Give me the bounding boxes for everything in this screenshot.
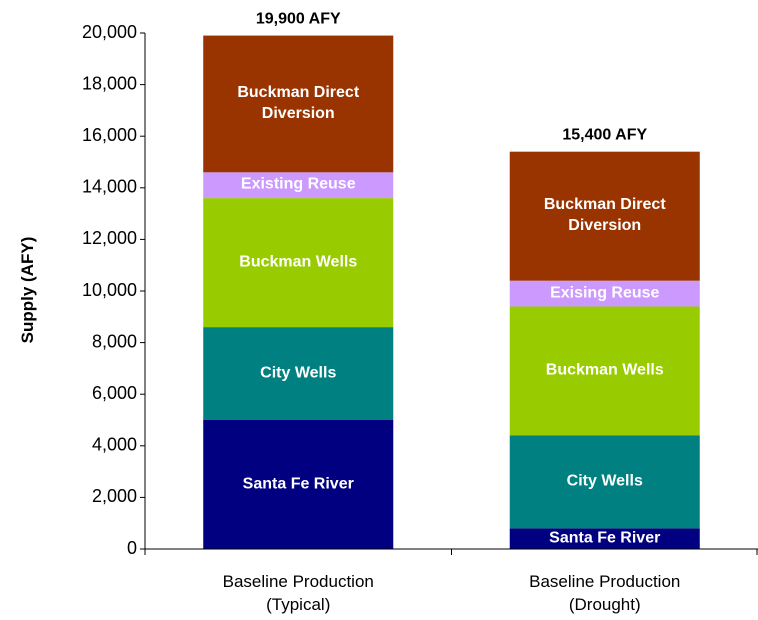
segment-label: Buckman Direct Diversion <box>237 84 360 122</box>
y-tick-label: 0 <box>127 538 137 558</box>
segment-label: Santa Fe River <box>242 475 354 493</box>
total-label: 19,900 AFY <box>255 10 341 28</box>
bar-segment <box>509 306 700 436</box>
segment-label: Exising Reuse <box>550 284 660 302</box>
y-tick-label: 20,000 <box>82 22 137 42</box>
segment-label: City Wells <box>566 472 643 490</box>
bar-segment <box>509 435 700 529</box>
y-tick-label: 14,000 <box>82 177 137 197</box>
total-label: 15,400 AFY <box>562 126 648 144</box>
y-tick-label: 12,000 <box>82 228 137 248</box>
bar-segment <box>509 280 700 307</box>
bar-segment <box>509 528 700 549</box>
y-tick-label: 6,000 <box>92 383 137 403</box>
bar-segment <box>203 172 394 199</box>
segment-label: Santa Fe River <box>549 529 661 547</box>
bar-segment <box>203 420 394 549</box>
y-axis-label: Supply (AFY) <box>17 236 37 344</box>
y-tick-label: 8,000 <box>92 331 137 351</box>
bar-segment <box>203 327 394 420</box>
x-tick-label: Baseline Production (Typical) <box>222 572 374 614</box>
bar-segment <box>203 198 394 328</box>
x-tick-label: Baseline Production (Drought) <box>529 572 681 614</box>
segment-label: Buckman Direct Diversion <box>543 196 666 235</box>
segment-label: Buckman Wells <box>545 361 664 379</box>
bar-segment <box>203 35 394 173</box>
y-tick-label: 4,000 <box>92 435 137 455</box>
segment-label: City Wells <box>260 364 337 382</box>
segment-label: Existing Reuse <box>240 175 356 193</box>
y-tick-label: 16,000 <box>82 125 137 145</box>
y-tick-label: 2,000 <box>92 486 137 506</box>
y-tick-label: 10,000 <box>82 280 137 300</box>
bar-segment <box>509 151 700 281</box>
segment-label: Buckman Wells <box>239 253 358 271</box>
y-tick-label: 18,000 <box>82 73 137 93</box>
